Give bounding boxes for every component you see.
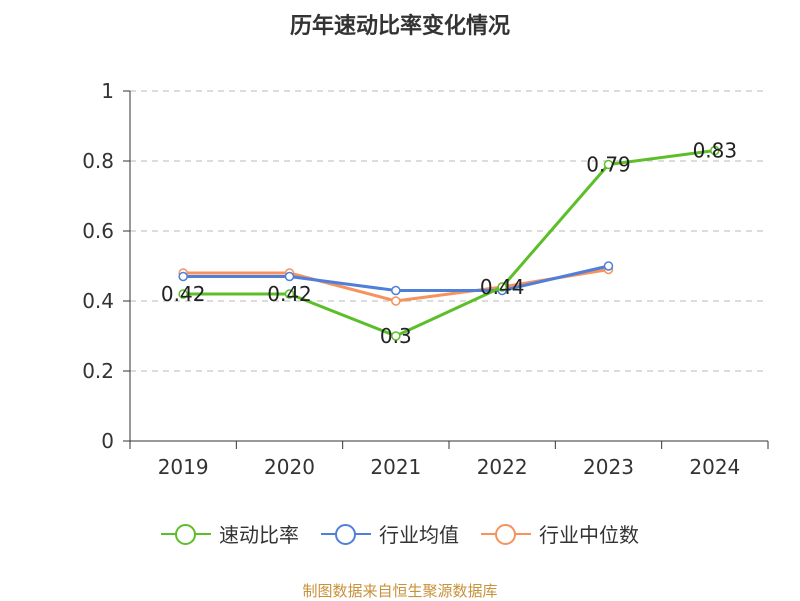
x-tick-label: 2023 [583, 455, 634, 479]
x-tick-label: 2022 [477, 455, 528, 479]
x-tick-label: 2024 [689, 455, 740, 479]
source-note: 制图数据来自恒生聚源数据库 [302, 582, 498, 600]
legend-item-series-2[interactable]: 行业均值 [321, 519, 459, 548]
data-point [284, 289, 295, 299]
data-label: 0.42 [267, 282, 312, 306]
legend-label: 行业中位数 [539, 523, 639, 547]
y-tick-label: 0.8 [82, 149, 114, 173]
legend-label: 行业均值 [379, 523, 459, 547]
chart-title: 历年速动比率变化情况 [289, 14, 510, 39]
chart-legend: 速动比率 行业均值 行业中位数 [0, 519, 800, 548]
legend-item-series-3[interactable]: 行业中位数 [481, 519, 639, 548]
data-label: 0.3 [380, 324, 412, 348]
series-line-1 [183, 149, 716, 338]
data-point [284, 271, 295, 282]
x-tick-label: 2020 [264, 455, 315, 479]
data-point [710, 145, 720, 156]
data-point [603, 261, 614, 271]
data-point [391, 296, 401, 306]
data-point [178, 271, 188, 282]
x-tick-label: 2019 [158, 455, 209, 479]
legend-label: 速动比率 [219, 523, 299, 547]
data-point [391, 331, 401, 341]
data-label: 0.79 [586, 153, 631, 177]
data-point [178, 289, 188, 299]
legend-item-series-1[interactable]: 速动比率 [161, 519, 299, 548]
legend-line-circle-icon [481, 522, 531, 546]
legend-line-circle-icon [321, 522, 371, 546]
data-point [391, 285, 401, 296]
data-label: 0.44 [480, 275, 525, 299]
data-point [497, 282, 507, 292]
legend-line-circle-icon [161, 522, 211, 546]
x-tick-label: 2021 [370, 455, 421, 479]
y-tick-label: 1 [101, 79, 114, 103]
data-label: 0.83 [693, 139, 738, 163]
y-tick-label: 0.6 [82, 219, 114, 243]
y-tick-label: 0.4 [82, 289, 114, 313]
data-label: 0.42 [161, 282, 206, 306]
y-tick-label: 0.2 [82, 359, 114, 383]
data-point [603, 159, 614, 170]
y-tick-label: 0 [101, 429, 114, 453]
